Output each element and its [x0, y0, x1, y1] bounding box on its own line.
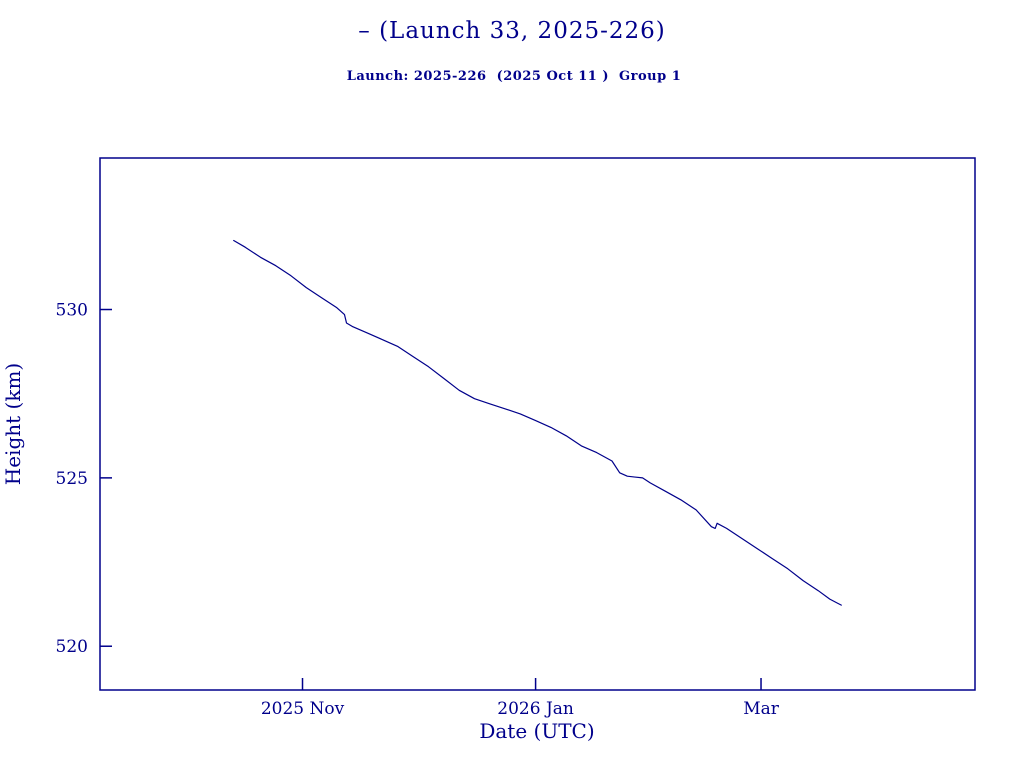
x-tick-label: Mar [743, 699, 780, 719]
y-axis-label: Height (km) [1, 363, 25, 485]
y-tick-label: 525 [56, 469, 88, 489]
height-series-line [233, 239, 842, 606]
y-tick-label: 530 [56, 301, 88, 321]
x-tick-label: 2026 Jan [497, 699, 574, 719]
chart-subtitle: Launch: 2025-226 (2025 Oct 11 ) Group 1 [347, 69, 682, 84]
plot-frame [99, 157, 976, 691]
x-axis-ticks: 2025 Nov 2026 Jan Mar [261, 678, 780, 719]
y-axis-ticks: 520 525 530 [56, 301, 112, 657]
x-axis-label: Date (UTC) [479, 719, 594, 743]
y-tick-label: 520 [56, 637, 88, 657]
chart-title: – (Launch 33, 2025-226) [358, 18, 665, 44]
x-tick-label: 2025 Nov [261, 699, 345, 719]
